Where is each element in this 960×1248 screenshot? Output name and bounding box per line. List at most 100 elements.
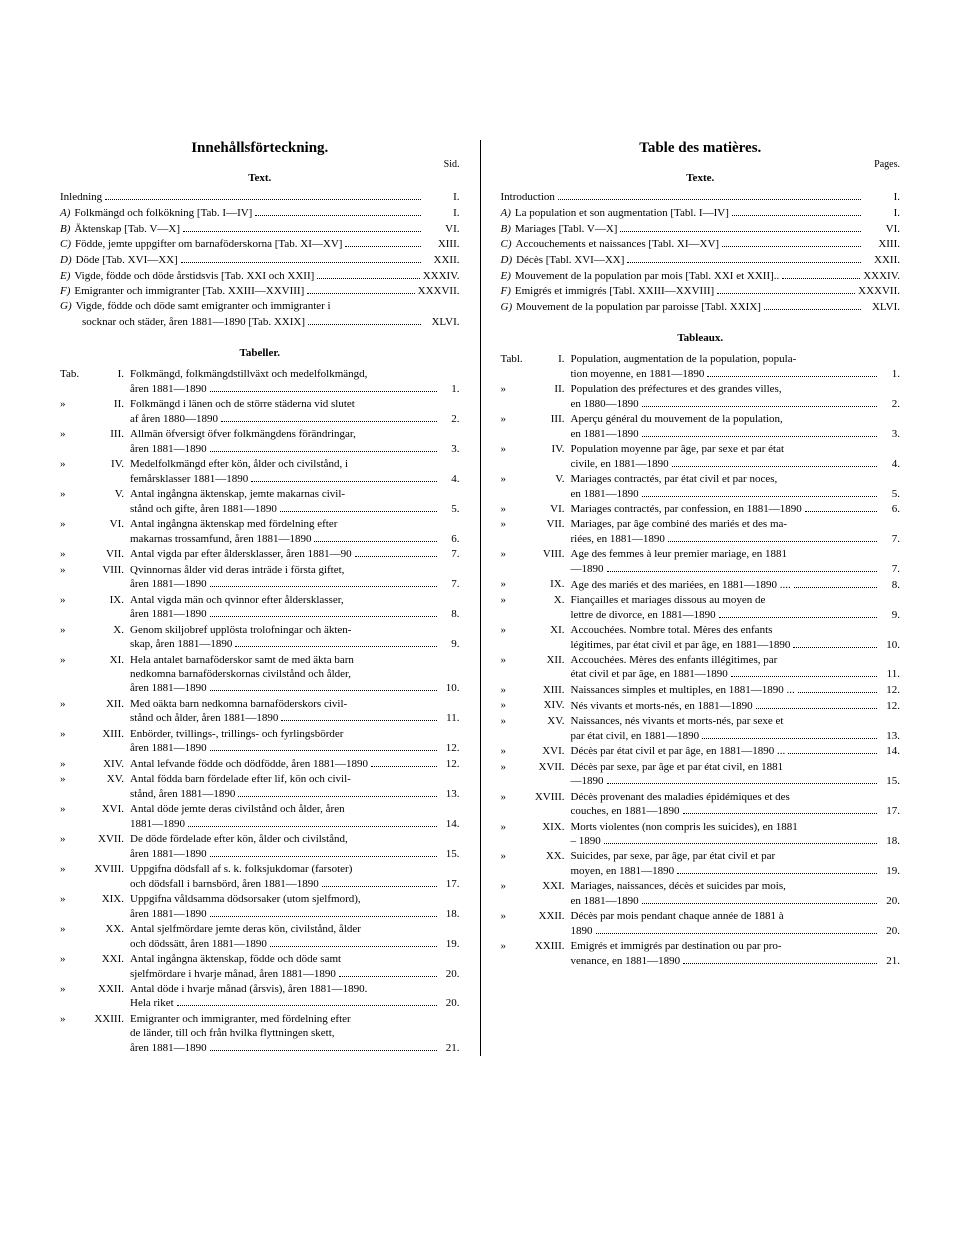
- table-entry-line: Mariages, par âge combiné des mariés et …: [571, 517, 901, 531]
- table-col-roman: I.: [88, 367, 130, 381]
- table-entry-body: Antal döde jemte deras civilstånd och ål…: [130, 802, 460, 831]
- table-entry: »IX.Antal vigda män och qvinnor efter ål…: [60, 593, 460, 622]
- table-col-prefix: »: [501, 744, 529, 758]
- table-entry: Tabl.I.Population, augmentation de la po…: [501, 352, 901, 381]
- toc-entry: F)Emigranter och immigranter [Tab. XXIII…: [60, 284, 460, 299]
- table-entry: »XIX.Morts violentes (non compris les su…: [501, 820, 901, 849]
- table-entry-body: Mariages contractés, par état civil et p…: [571, 472, 901, 501]
- table-entry-text: Emigranter och immigranter, med fördelni…: [130, 1012, 351, 1026]
- table-entry: »XXIII.Emigrés et immigrés par destinati…: [501, 939, 901, 968]
- table-entry-line: nedkomna barnaföderskornas civilstånd oc…: [130, 667, 460, 681]
- table-entry-text: légitimes, par état civil et par âge, en…: [571, 638, 791, 652]
- table-entry-line: åren 1881—189021.: [130, 1040, 460, 1055]
- table-entry-page: 8.: [880, 578, 900, 592]
- table-entry-body: De döde fördelade efter kön, ålder och c…: [130, 832, 460, 861]
- table-entry-line: Morts violentes (non compris les suicide…: [571, 820, 901, 834]
- table-entry: »III.Aperçu général du mouvement de la p…: [501, 412, 901, 441]
- table-entry-page: 11.: [440, 711, 460, 725]
- table-entry-page: 18.: [880, 834, 900, 848]
- leader-dots: [642, 486, 877, 496]
- table-entry-page: 21.: [880, 954, 900, 968]
- table-entry-page: 20.: [880, 924, 900, 938]
- table-entry-text: Mariages, par âge combiné des mariés et …: [571, 517, 788, 531]
- table-entry-line: Décès par état civil et par âge, en 1881…: [571, 744, 901, 759]
- table-entry: Tab.I.Folkmängd, folkmängdstillväxt och …: [60, 367, 460, 396]
- table-entry-text: åren 1881—1890: [130, 607, 207, 621]
- table-entry-text: 1881—1890: [130, 817, 185, 831]
- table-entry-body: Décès par sexe, par âge et par état civi…: [571, 760, 901, 789]
- leader-dots: [672, 456, 877, 466]
- table-entry-text: Antal födda barn fördelade efter lif, kö…: [130, 772, 351, 786]
- table-entry-text: tion moyenne, en 1881—1890: [571, 367, 705, 381]
- table-entry: »II.Population des préfectures et des gr…: [501, 382, 901, 411]
- table-entry-line: af åren 1880—18902.: [130, 412, 460, 427]
- table-col-prefix: »: [501, 442, 529, 456]
- entry-label: Inledning: [60, 190, 102, 204]
- table-entry-line: femårsklasser 1881—18904.: [130, 472, 460, 487]
- leader-dots: [604, 834, 877, 844]
- table-entry-body: Mariages, naissances, décès et suicides …: [571, 879, 901, 908]
- table-entry-body: Antal vigda män och qvinnor efter ålders…: [130, 593, 460, 622]
- leader-dots: [210, 442, 437, 452]
- entry-prefix: D): [60, 253, 76, 267]
- table-entry-text: – 1890: [571, 834, 601, 848]
- table-entry-text: en 1881—1890: [571, 427, 639, 441]
- entry-prefix: F): [60, 284, 74, 298]
- table-entry-line: Emigranter och immigranter, med fördelni…: [130, 1012, 460, 1026]
- table-entry-body: Enbörder, tvillings-, trillings- och fyr…: [130, 727, 460, 756]
- table-entry-line: Antal vigda par efter åldersklasser, åre…: [130, 547, 460, 562]
- table-col-prefix: »: [60, 892, 88, 906]
- table-entry-body: Med oäkta barn nedkomna barnaföderskors …: [130, 697, 460, 726]
- table-entry-line: Age des femmes à leur premier mariage, e…: [571, 547, 901, 561]
- table-entry-page: 9.: [880, 608, 900, 622]
- table-entry-line: Décès provenant des maladies épidémiques…: [571, 790, 901, 804]
- table-entry: »IV.Medelfolkmängd efter kön, ålder och …: [60, 457, 460, 486]
- table-entry-text: skap, åren 1881—1890: [130, 637, 232, 651]
- table-entry-page: 13.: [880, 729, 900, 743]
- entry-prefix: E): [501, 269, 515, 283]
- table-entry-text: femårsklasser 1881—1890: [130, 472, 248, 486]
- table-entry-line: en 1881—18903.: [571, 426, 901, 441]
- entry-label: socknar och städer, åren 1881—1890 [Tab.…: [82, 315, 305, 329]
- table-entry-text: makarnas trossamfund, åren 1881—1890: [130, 532, 311, 546]
- table-col-prefix: »: [60, 593, 88, 607]
- table-entry-text: de länder, till och från hvilka flyttnin…: [130, 1026, 335, 1040]
- table-entry-line: par état civil, en 1881—189013.: [571, 728, 901, 743]
- table-entry-line: Medelfolkmängd efter kön, ålder och civi…: [130, 457, 460, 471]
- table-entry-line: Hela riket20.: [130, 996, 460, 1011]
- table-entry-page: 3.: [440, 442, 460, 456]
- table-col-roman: XIX.: [88, 892, 130, 906]
- table-col-roman: VIII.: [529, 547, 571, 561]
- table-entry-body: Antal födda barn fördelade efter lif, kö…: [130, 772, 460, 801]
- table-entry-line: tion moyenne, en 1881—18901.: [571, 366, 901, 381]
- entry-label: Döde [Tab. XVI—XX]: [76, 253, 178, 267]
- table-entry-page: 8.: [440, 607, 460, 621]
- table-entry-page: 14.: [440, 817, 460, 831]
- leader-dots: [732, 206, 861, 216]
- toc-entry: IntroductionI.: [501, 190, 901, 205]
- leader-dots: [607, 774, 878, 784]
- table-entry-line: moyen, en 1881—189019.: [571, 864, 901, 879]
- table-col-roman: XV.: [88, 772, 130, 786]
- entry-label: Äktenskap [Tab. V—X]: [74, 222, 180, 236]
- table-entry-line: åren 1881—18907.: [130, 577, 460, 592]
- entry-label: Introduction: [501, 190, 555, 204]
- table-entry-text: åren 1881—1890: [130, 382, 207, 396]
- table-entry: »XIV.Nés vivants et morts-nés, en 1881—1…: [501, 698, 901, 713]
- table-entry: »XVIII.Uppgifna dödsfall af s. k. folksj…: [60, 862, 460, 891]
- table-entry-text: åren 1881—1890: [130, 741, 207, 755]
- table-entry-text: åren 1881—1890: [130, 442, 207, 456]
- table-entry-text: Qvinnornas ålder vid deras inträde i för…: [130, 563, 344, 577]
- table-entry-text: Nés vivants et morts-nés, en 1881—1890: [571, 699, 753, 713]
- table-entry-line: Antal födda barn fördelade efter lif, kö…: [130, 772, 460, 786]
- table-entry-page: 11.: [880, 667, 900, 681]
- right-column: Table des matières.Pages.Texte.Introduct…: [501, 140, 901, 1056]
- entry-label: Emigrés et immigrés [Tabl. XXIII—XXVIII]: [515, 284, 714, 298]
- table-entry-text: Décès par mois pendant chaque année de 1…: [571, 909, 784, 923]
- table-entry-line: stånd och gifte, åren 1881—18905.: [130, 501, 460, 516]
- leader-dots: [308, 315, 421, 325]
- table-entry-line: Antal döde i hvarje månad (årsvis), åren…: [130, 982, 460, 996]
- table-col-prefix: »: [60, 623, 88, 637]
- table-entry-page: 21.: [440, 1041, 460, 1055]
- table-entry-page: 9.: [440, 637, 460, 651]
